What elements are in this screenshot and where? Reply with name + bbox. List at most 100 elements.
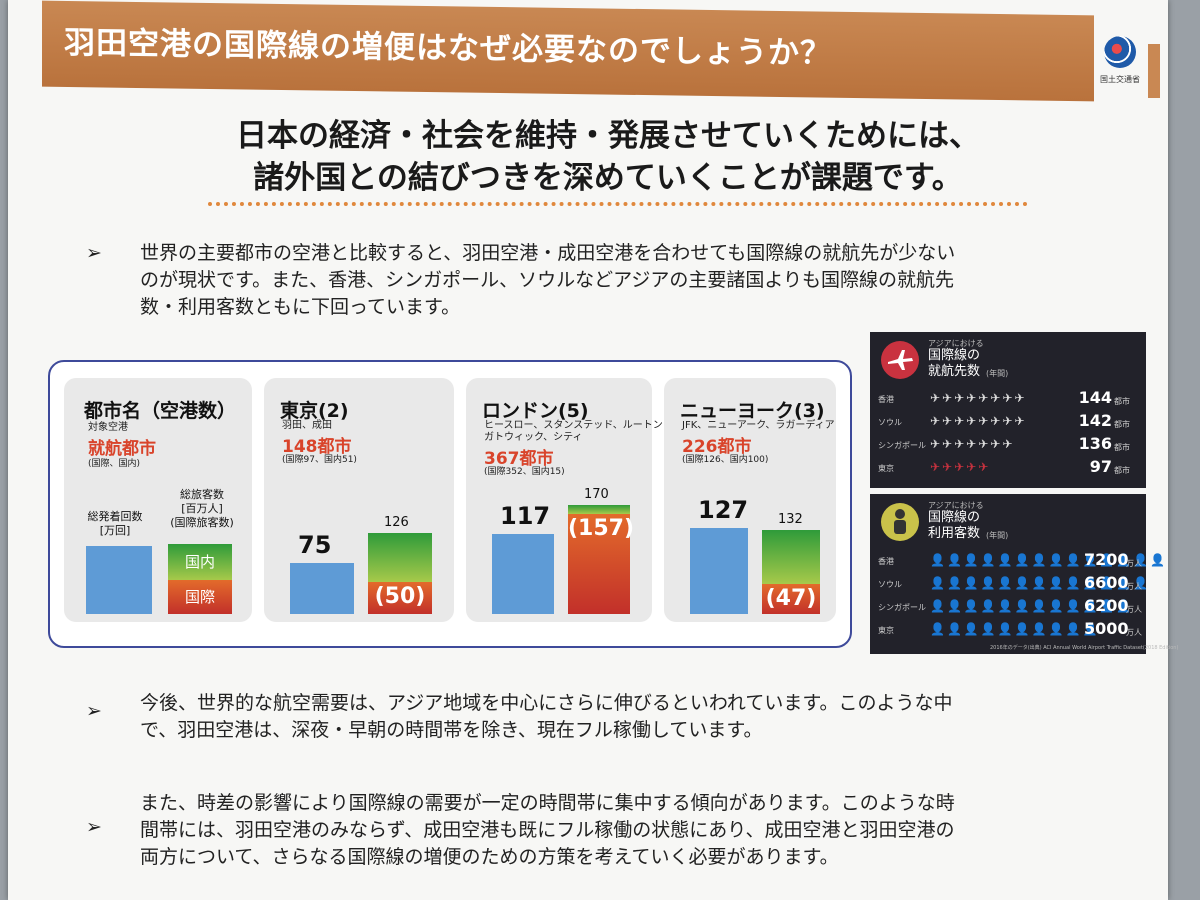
person-icon: 👤👤👤👤👤👤👤👤👤👤👤👤: [930, 599, 1134, 613]
legend-breakdown: (国際、国内): [88, 459, 141, 469]
bullet-3-line: 両方について、さらなる国際線の増便のための方策を考えていく必要があります。: [140, 846, 839, 868]
destinations-title-1: 国際線の: [928, 348, 981, 363]
city-breakdown: (国際352、国内15): [484, 467, 565, 477]
ministry-logo: 国土交通省: [1094, 34, 1146, 98]
panel-value: 142: [1078, 411, 1112, 430]
source-note: 2016年のデータ(出典) ACI Annual World Airport T…: [990, 645, 1179, 651]
panel-value: 7200: [1084, 550, 1129, 569]
destinations-title-2: 就航先数: [928, 364, 981, 379]
passengers-caption: アジアにおける: [928, 501, 984, 510]
destinations-period: (年間): [986, 369, 1009, 378]
passengers-period: (年間): [986, 531, 1009, 540]
legend-movements-label-1: 総発着回数: [87, 510, 143, 523]
city-airports: JFK、ニューアーク、ラガーディア: [682, 420, 835, 431]
bullet-arrow-icon: ➢: [86, 700, 102, 722]
panel-city: 東京: [878, 464, 894, 473]
panel-value: 5000: [1084, 619, 1129, 638]
plane-icon: ✈✈✈✈✈✈✈: [930, 437, 1015, 451]
movements-bar: [492, 534, 554, 614]
passengers-value: 132: [778, 511, 803, 527]
legend-cities: 就航都市: [88, 439, 156, 459]
panel-value: 136: [1078, 434, 1112, 453]
panel-city: シンガポール: [878, 441, 926, 450]
legend-airports: 対象空港: [88, 422, 128, 433]
bullet-2: 今後、世界的な航空需要は、アジア地域を中心にさらに伸びるといわれています。このよ…: [140, 690, 952, 744]
domestic-bar: [568, 505, 630, 514]
panel-city: ソウル: [878, 418, 902, 427]
bullet-1: 世界の主要都市の空港と比較すると、羽田空港・成田空港を合わせても国際線の就航先が…: [140, 240, 955, 321]
panel-unit: 都市: [1114, 443, 1130, 452]
plane-icon: [881, 341, 919, 379]
person-icon: 👤👤👤👤👤👤👤👤👤👤: [930, 622, 1100, 636]
panel-city: 香港: [878, 395, 894, 404]
city-airports: 羽田、成田: [282, 420, 332, 431]
city-destinations: 148都市: [282, 437, 352, 457]
panel-unit: 万人: [1126, 605, 1142, 614]
legend-movements-label: 総発着回数 [万回]: [80, 510, 150, 538]
logo-org: 国土交通省: [1100, 75, 1140, 84]
international-bar: [762, 583, 820, 614]
panel-unit: 都市: [1114, 397, 1130, 406]
movements-value: 75: [298, 531, 332, 559]
city-destinations: 367都市: [484, 449, 554, 469]
bullet-2-line: で、羽田空港は、深夜・早朝の時間帯を除き、現在フル稼働しています。: [140, 719, 763, 741]
city-airports: ヒースロー、スタンステッド、ルートン ガトウィック、シティ: [484, 420, 663, 443]
subheading-line1: 日本の経済・社会を維持・発展させていくためには、: [236, 118, 980, 154]
legend-card: 都市名（空港数） 対象空港 就航都市 (国際、国内) 総発着回数 [万回] 総旅…: [64, 378, 252, 622]
person-icon: 👤👤👤👤👤👤👤👤👤👤👤👤👤: [930, 576, 1151, 590]
panel-unit: 都市: [1114, 420, 1130, 429]
plane-icon: ✈✈✈✈✈✈✈✈: [930, 414, 1027, 428]
bullet-3-line: 間帯には、羽田空港のみならず、成田空港も既にフル稼働の状態にあり、成田空港と羽田…: [140, 819, 955, 841]
plane-icon: ✈✈✈✈✈: [930, 460, 991, 474]
bullet-2-line: 今後、世界的な航空需要は、アジア地域を中心にさらに伸びるといわれています。このよ…: [140, 692, 953, 714]
destinations-caption: アジアにおける: [928, 339, 984, 348]
ministry-logo-icon: [1104, 36, 1136, 68]
legend-pax-label-2: [百万人]: [181, 502, 223, 515]
movements-bar: [290, 563, 354, 614]
international-value: (47): [765, 585, 817, 611]
person-icon: [881, 503, 919, 541]
movements-value: 127: [698, 495, 749, 524]
bullet-3-line: また、時差の影響により国際線の需要が一定の時間帯に集中する傾向があります。このよ…: [140, 792, 955, 814]
legend-pax-label-1: 総旅客数: [180, 488, 224, 501]
panel-value: 97: [1089, 457, 1112, 476]
panel-city: ソウル: [878, 580, 902, 589]
international-bar: [368, 582, 432, 614]
domestic-bar: [368, 533, 432, 582]
banner-title: 羽田空港の国際線の増便はなぜ必要なのでしょうか？: [64, 24, 832, 72]
international-bar: [568, 513, 630, 614]
legend-city-name: 都市名（空港数）: [84, 400, 237, 422]
legend-domestic-bar: [168, 544, 232, 580]
panel-city: 香港: [878, 557, 894, 566]
bullet-1-line: のが現状です。また、香港、シンガポール、ソウルなどアジアの主要諸国よりも国際線の…: [140, 269, 954, 291]
city-breakdown: (国際97、国内51): [282, 455, 357, 465]
bullet-arrow-icon: ➢: [86, 816, 102, 838]
passengers-value: 170: [584, 487, 609, 503]
panel-city: 東京: [878, 626, 894, 635]
international-value: (50): [374, 584, 426, 609]
legend-international-bar: [168, 580, 232, 614]
bullet-1-line: 世界の主要都市の空港と比較すると、羽田空港・成田空港を合わせても国際線の就航先が…: [140, 242, 956, 264]
plane-icon: ✈✈✈✈✈✈✈✈: [930, 391, 1027, 405]
bullet-arrow-icon: ➢: [86, 242, 102, 264]
legend-domestic-label: 国内: [184, 553, 215, 571]
panel-city: シンガポール: [878, 603, 926, 612]
poster-board: 羽田空港の国際線の増便はなぜ必要なのでしょうか？ 国土交通省 日本の経済・社会を…: [8, 0, 1178, 900]
movements-bar: [690, 527, 748, 614]
destinations-panel: アジアにおける 国際線の 就航先数 (年間) 香港 ✈✈✈✈✈✈✈✈ 144 都市 ソウ…: [870, 332, 1146, 488]
panel-unit: 都市: [1114, 466, 1130, 475]
city-destinations: 226都市: [682, 437, 752, 457]
legend-international-label: 国際: [184, 588, 215, 606]
international-value: (157): [568, 515, 635, 541]
legend-pax-label: 総旅客数 [百万人] (国際旅客数): [164, 488, 240, 530]
passengers-panel: アジアにおける 国際線の 利用客数 (年間) 香港 👤👤👤👤👤👤👤👤👤👤👤👤👤👤 7…: [870, 494, 1178, 654]
movements-value: 117: [500, 502, 551, 531]
bullet-3: また、時差の影響により国際線の需要が一定の時間帯に集中する傾向があります。このよ…: [140, 790, 955, 871]
city-name: ロンドン(5): [482, 400, 589, 422]
panel-unit: 万人: [1126, 559, 1142, 568]
person-icon: 👤👤👤👤👤👤👤👤👤👤👤👤👤👤: [930, 553, 1168, 567]
dotted-divider: [208, 202, 1028, 206]
passengers-value: 126: [384, 515, 409, 531]
panel-value: 144: [1078, 388, 1112, 407]
subheading-line2: 諸外国との結びつきを深めていくことが課題です。: [253, 160, 963, 196]
